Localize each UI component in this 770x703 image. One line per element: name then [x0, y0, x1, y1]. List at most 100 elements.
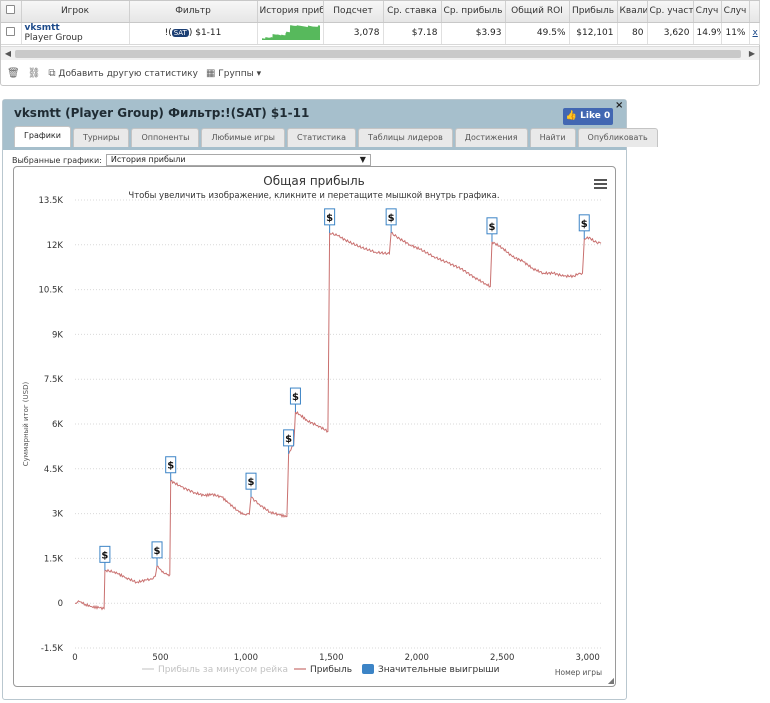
col-roi[interactable]: Общий ROI: [505, 1, 570, 23]
big-win-label: $: [581, 219, 588, 230]
rand2-cell: 11%: [721, 22, 750, 45]
col-qual[interactable]: Квалиф: [617, 1, 648, 23]
window-title: vksmtt (Player Group) Фильтр:!(SAT) $1-1…: [14, 106, 310, 120]
col-avg-profit[interactable]: Ср. прибыль: [441, 1, 506, 23]
y-tick-label: 12K: [47, 241, 64, 251]
col-rand2[interactable]: Случ: [721, 1, 750, 23]
big-win-label: $: [292, 392, 299, 403]
legend-item[interactable]: Прибыль: [294, 665, 352, 675]
legend-item[interactable]: Прибыль за минусом рейка: [142, 665, 288, 675]
chevron-down-icon: ▾: [256, 68, 262, 79]
close-icon[interactable]: ×: [615, 100, 624, 111]
profit-cell: $12,101: [569, 22, 618, 45]
x-tick-label: 1,500: [319, 653, 343, 663]
big-win-label: $: [388, 213, 395, 224]
external-icon: ⧉: [48, 67, 56, 79]
col-avg-stake[interactable]: Ср. ставка: [383, 1, 442, 23]
big-win-marker[interactable]: $: [245, 472, 257, 490]
horizontal-scrollbar[interactable]: ◀ ▶: [1, 46, 759, 60]
big-win-marker[interactable]: $: [289, 387, 301, 405]
col-player[interactable]: Игрок: [21, 1, 130, 23]
count-cell: 3,078: [323, 22, 384, 45]
graph-select[interactable]: История прибыли ▼: [105, 154, 371, 166]
y-tick-label: 4.5K: [44, 465, 64, 475]
avg-field-cell: 3,620: [647, 22, 694, 45]
chart-subtitle: Чтобы увеличить изображение, кликните и …: [128, 191, 499, 201]
big-win-label: $: [326, 213, 333, 224]
player-name-link[interactable]: vksmtt: [24, 23, 60, 33]
y-tick-label: 10.5K: [39, 286, 64, 296]
big-win-marker[interactable]: $: [578, 214, 590, 232]
big-win-label: $: [285, 434, 292, 445]
graph-selector-row: Выбранные графики: История прибыли ▼: [12, 154, 371, 166]
filter-cell: !(SAT) $1-11: [129, 22, 258, 45]
table-row[interactable]: vksmtt Player Group !(SAT) $1-11 3,078 $…: [1, 22, 760, 45]
facebook-like-button[interactable]: 👍 Like 0: [563, 108, 613, 125]
groups-dropdown[interactable]: ▦ Группы ▾: [205, 67, 262, 79]
profit-chart[interactable]: Общая прибыль Чтобы увеличить изображение…: [14, 167, 615, 686]
scroll-left-icon[interactable]: ◀: [4, 49, 12, 58]
y-axis-label: Суммарный итог (USD): [22, 382, 30, 467]
table-header-row: Игрок Фильтр История приб Подсчет Ср. ст…: [1, 1, 760, 23]
sat-badge: SAT: [171, 29, 189, 37]
row-checkbox[interactable]: [1, 22, 22, 45]
big-win-marker[interactable]: $: [283, 429, 295, 447]
scroll-right-icon[interactable]: ▶: [748, 49, 756, 58]
rand1-cell: 14.9%: [693, 22, 722, 45]
graph-window: vksmtt (Player Group) Фильтр:!(SAT) $1-1…: [2, 99, 658, 700]
chart-container[interactable]: Общая прибыль Чтобы увеличить изображение…: [13, 166, 616, 687]
big-win-label: $: [167, 461, 174, 472]
scrollbar-thumb[interactable]: [15, 50, 741, 58]
y-tick-label: 7.5K: [44, 375, 64, 385]
big-win-marker[interactable]: $: [486, 217, 498, 235]
big-win-marker[interactable]: $: [151, 541, 163, 559]
y-tick-label: 3K: [52, 510, 63, 520]
chart-menu-icon[interactable]: [594, 179, 607, 189]
add-stat-button[interactable]: ⧉ Добавить другую статистику: [48, 67, 198, 79]
legend-label: Прибыль: [310, 665, 352, 675]
graph-selector-label: Выбранные графики:: [12, 155, 102, 165]
resize-grip-icon[interactable]: ◢: [607, 676, 614, 685]
avg-stake-cell: $7.18: [383, 22, 442, 45]
x-tick-label: 2,500: [490, 653, 514, 663]
col-avg-field[interactable]: Ср. участ: [647, 1, 694, 23]
legend-label: Значительные выигрыши: [378, 665, 500, 675]
window-header: vksmtt (Player Group) Фильтр:!(SAT) $1-1…: [3, 100, 658, 150]
big-win-marker[interactable]: $: [165, 456, 177, 474]
x-tick-label: 0: [72, 653, 77, 663]
y-tick-label: -1.5K: [41, 644, 64, 654]
remove-row-button[interactable]: x: [749, 22, 760, 45]
col-profit[interactable]: Прибыль: [569, 1, 618, 23]
big-win-label: $: [154, 546, 161, 557]
trash-icon[interactable]: 🗑: [7, 67, 20, 79]
big-win-marker[interactable]: $: [324, 208, 336, 226]
tab-5[interactable]: Таблицы лидеров: [357, 128, 453, 147]
tab-3[interactable]: Любимые игры: [201, 128, 285, 147]
tab-8[interactable]: Опубликовать: [577, 128, 658, 147]
select-all-checkbox[interactable]: [1, 1, 22, 23]
link-icon[interactable]: ⛓: [27, 67, 41, 79]
big-win-marker[interactable]: $: [99, 545, 111, 563]
stats-table: Игрок Фильтр История приб Подсчет Ср. ст…: [1, 1, 760, 45]
avg-profit-cell: $3.93: [441, 22, 506, 45]
chart-legend: Прибыль за минусом рейка Прибыль Значитель…: [142, 664, 500, 675]
tab-2[interactable]: Оппоненты: [131, 128, 200, 147]
col-filter[interactable]: Фильтр: [129, 1, 258, 23]
window-tabs: Графики Турниры Оппоненты Любимые игры Стати…: [14, 126, 658, 147]
stats-panel: Игрок Фильтр История приб Подсчет Ср. ст…: [0, 0, 760, 86]
tab-7[interactable]: Найти: [529, 128, 576, 147]
legend-item[interactable]: Значительные выигрыши: [362, 664, 500, 675]
col-history[interactable]: История приб: [257, 1, 324, 23]
tab-6[interactable]: Достижения: [454, 128, 528, 147]
tab-1[interactable]: Турниры: [72, 128, 130, 147]
big-win-marker[interactable]: $: [385, 208, 397, 226]
qual-cell: 80: [617, 22, 648, 45]
tab-0[interactable]: Графики: [14, 126, 71, 147]
tab-4[interactable]: Статистика: [286, 128, 356, 147]
col-rand1[interactable]: Случ: [693, 1, 722, 23]
roi-cell: 49.5%: [505, 22, 570, 45]
history-sparkline[interactable]: [257, 22, 324, 45]
x-tick-label: 2,000: [405, 653, 429, 663]
x-axis-label: Номер игры: [555, 668, 602, 677]
col-count[interactable]: Подсчет: [323, 1, 384, 23]
